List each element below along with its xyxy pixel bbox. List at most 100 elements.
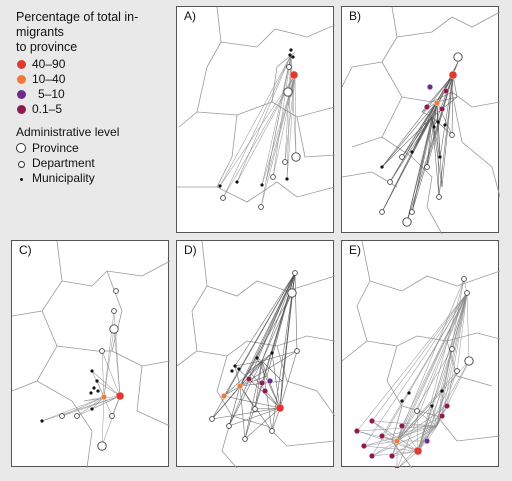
legend-item-40-90: 40–90 [16,57,176,72]
municipality-marker [380,165,384,169]
flow-line [261,350,298,362]
province-marker [464,356,474,366]
municipality-marker [270,351,274,355]
flow-line [103,310,115,398]
admin-border [36,380,93,468]
department-marker [220,195,226,201]
department-marker [436,194,442,200]
maroon-dot-icon [17,105,26,114]
flow-line [271,272,296,432]
municipality-marker [90,369,94,373]
flow-line [239,352,273,387]
panel-d-map [177,241,335,468]
province-marker [287,288,297,298]
municipality-marker [233,364,237,368]
origin-red-marker [448,70,458,80]
origin-maroon-marker [353,427,360,434]
department-marker [252,406,258,412]
department-marker [464,290,470,296]
flow-line [83,396,105,402]
flow-line [401,101,438,158]
flow-line [371,420,398,442]
flow-line [451,74,454,136]
flow-line [239,375,268,387]
flow-line [371,420,419,452]
flow-line [41,396,105,422]
municipality-marker [218,184,222,188]
municipality-marker [407,391,411,395]
panel-b: B) [341,6,500,234]
admin-border [366,332,500,347]
flow-line [284,74,296,163]
dot-icon [20,178,23,181]
flow-line [433,101,438,128]
flow-line [356,425,438,432]
flow-line [234,272,296,367]
legend-item-10-40: 10–40 [16,72,176,87]
flow-line [219,54,292,187]
flow-line [446,292,468,407]
flow-line [421,111,433,118]
municipality-marker [432,125,436,129]
origin-maroon-marker [258,379,265,386]
admin-border [206,275,335,297]
admin-border [381,136,443,234]
origin-maroon-marker [379,432,386,439]
admin-border [56,345,112,352]
origin-orange-marker [394,437,401,444]
flow-line [103,328,115,398]
flow-line [356,430,419,452]
flow-line [396,278,465,442]
flow-line [244,407,281,440]
admin-title: Administrative level [16,125,120,139]
flow-line [261,360,273,432]
origin-red-marker [289,70,299,80]
flow-line [401,292,468,427]
flow-line [436,96,458,103]
flow-line [236,54,292,183]
origin-maroon-marker [399,422,406,429]
department-marker [269,428,275,434]
flow-line [228,272,296,427]
legend-title-line2: to province [16,40,78,54]
flow-line [441,292,468,417]
flow-line [261,360,268,377]
flow-line [272,54,292,178]
flow-line [101,395,121,447]
flow-line [294,272,298,352]
admin-border [271,51,296,103]
department-marker [292,270,298,276]
flow-line [381,425,438,437]
flow-line [438,74,454,198]
flow-line [211,407,281,420]
flow-line [431,116,453,136]
flow-line [244,360,263,440]
admin-border [216,355,238,468]
flow-line [223,272,296,397]
department-marker [99,348,105,354]
origin-orange-marker [237,382,244,389]
department-marker [414,408,420,414]
municipality-marker [410,150,414,154]
department-marker [409,209,415,215]
municipality-marker [438,155,442,159]
orange-dot-icon [17,75,26,84]
admin-border [451,91,500,198]
panel-c: C) [11,240,170,468]
flow-line [260,74,296,208]
flow-line [371,450,419,457]
panel-b-map [342,7,500,234]
department-marker [461,276,467,282]
flow-line [396,405,433,442]
legend-province: Province [16,141,176,156]
admin-border [351,61,403,148]
origin-maroon-marker [438,105,445,112]
origin-maroon-marker [442,87,449,94]
origin-orange-marker [100,393,107,400]
flow-line [239,385,256,410]
flow-line [279,350,298,409]
flow-line [363,445,419,452]
origin-maroon-marker [245,375,252,382]
flow-line [411,116,433,213]
origin-maroon-marker [438,412,445,419]
